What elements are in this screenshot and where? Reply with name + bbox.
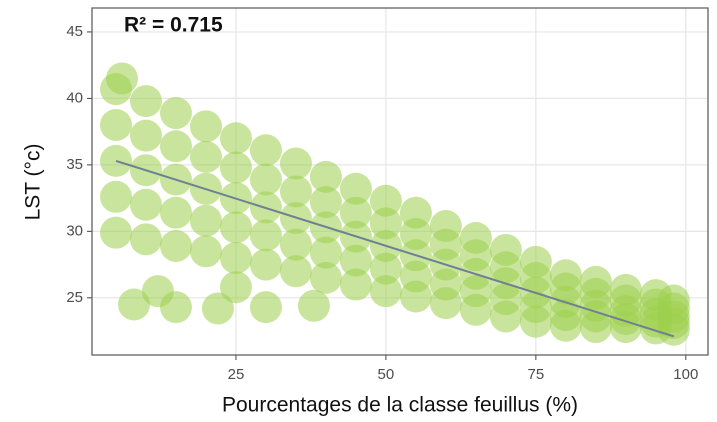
point — [297, 289, 330, 322]
x-tick-label: 25 — [228, 366, 245, 383]
point — [369, 275, 402, 308]
point — [369, 207, 402, 240]
point — [159, 130, 192, 163]
point — [279, 228, 312, 261]
x-tick-label: 100 — [673, 366, 698, 383]
regression-line — [115, 159, 675, 338]
point — [201, 292, 234, 325]
point — [429, 287, 462, 320]
y-axis-label: LST (°c) — [22, 144, 45, 221]
point — [279, 147, 312, 180]
y-tick-label: 35 — [66, 156, 83, 173]
point — [579, 311, 612, 344]
point — [609, 311, 642, 344]
point — [129, 85, 162, 118]
point — [279, 175, 312, 208]
point — [141, 275, 174, 308]
point — [369, 184, 402, 217]
point — [99, 216, 132, 249]
point — [249, 163, 282, 196]
point — [219, 271, 252, 304]
point — [159, 97, 192, 130]
point — [459, 293, 492, 326]
y-tick-label: 25 — [66, 289, 83, 306]
x-tick-label: 50 — [378, 366, 395, 383]
point — [249, 219, 282, 252]
point — [117, 288, 150, 321]
point — [249, 248, 282, 281]
x-axis-label: Pourcentages de la classe feuillus (%) — [222, 394, 578, 417]
point — [399, 280, 432, 313]
point — [309, 261, 342, 294]
point — [129, 119, 162, 152]
point — [159, 196, 192, 229]
point — [159, 229, 192, 262]
point — [99, 180, 132, 213]
plot-border — [91, 7, 709, 356]
point — [219, 211, 252, 244]
point — [309, 160, 342, 193]
annotation: R² = 0.715 — [124, 14, 223, 37]
point — [219, 122, 252, 155]
point — [105, 62, 138, 95]
point — [189, 235, 222, 268]
point — [339, 172, 372, 205]
point — [369, 252, 402, 285]
point — [519, 305, 552, 338]
point — [489, 300, 522, 333]
point — [129, 188, 162, 221]
x-tick-label: 75 — [528, 366, 545, 383]
point — [309, 186, 342, 219]
point — [339, 244, 372, 277]
point — [249, 134, 282, 167]
point — [219, 151, 252, 184]
point — [189, 110, 222, 143]
point — [339, 268, 372, 301]
point — [657, 313, 690, 346]
point — [549, 309, 582, 342]
point — [219, 241, 252, 274]
point — [279, 255, 312, 288]
y-tick-label: 40 — [66, 89, 83, 106]
point — [189, 140, 222, 173]
point — [189, 204, 222, 237]
point — [129, 223, 162, 256]
point — [99, 108, 132, 141]
y-tick-label: 45 — [66, 23, 83, 40]
point — [309, 236, 342, 269]
point — [249, 291, 282, 324]
y-tick-label: 30 — [66, 222, 83, 239]
point — [339, 196, 372, 229]
